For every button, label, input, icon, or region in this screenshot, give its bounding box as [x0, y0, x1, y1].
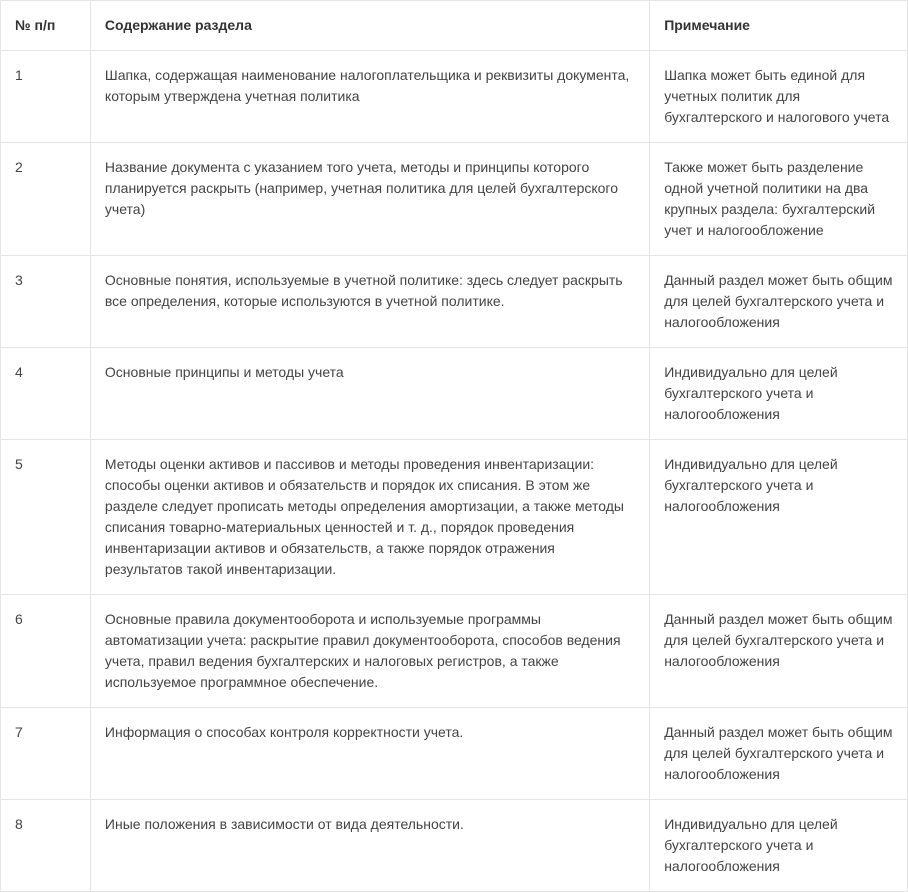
cell-num: 4 — [1, 348, 91, 440]
cell-content: Шапка, содержащая наименование налогопла… — [90, 51, 649, 143]
table-header: № п/п Содержание раздела Примечание — [1, 1, 908, 51]
cell-num: 7 — [1, 708, 91, 800]
table-row: 6 Основные правила документооборота и ис… — [1, 595, 908, 708]
header-note: Примечание — [650, 1, 908, 51]
cell-note: Индивидуально для целей бухгалтерского у… — [650, 800, 908, 892]
cell-note: Индивидуально для целей бухгалтерского у… — [650, 440, 908, 595]
cell-content: Основные понятия, используемые в учетной… — [90, 256, 649, 348]
cell-num: 8 — [1, 800, 91, 892]
cell-note: Данный раздел может быть общим для целей… — [650, 256, 908, 348]
cell-num: 5 — [1, 440, 91, 595]
header-content: Содержание раздела — [90, 1, 649, 51]
cell-content: Основные правила документооборота и испо… — [90, 595, 649, 708]
table-row: 5 Методы оценки активов и пассивов и мет… — [1, 440, 908, 595]
cell-num: 1 — [1, 51, 91, 143]
table-body: 1 Шапка, содержащая наименование налогоп… — [1, 51, 908, 892]
cell-content: Информация о способах контроля корректно… — [90, 708, 649, 800]
cell-content: Основные принципы и методы учета — [90, 348, 649, 440]
cell-content: Методы оценки активов и пассивов и метод… — [90, 440, 649, 595]
cell-content: Название документа с указанием того учет… — [90, 143, 649, 256]
sections-table: № п/п Содержание раздела Примечание 1 Ша… — [0, 0, 908, 892]
cell-num: 6 — [1, 595, 91, 708]
cell-note: Также может быть разделение одной учетно… — [650, 143, 908, 256]
cell-note: Данный раздел может быть общим для целей… — [650, 595, 908, 708]
table-row: 1 Шапка, содержащая наименование налогоп… — [1, 51, 908, 143]
table-row: 4 Основные принципы и методы учета Индив… — [1, 348, 908, 440]
header-num: № п/п — [1, 1, 91, 51]
table-row: 2 Название документа с указанием того уч… — [1, 143, 908, 256]
cell-num: 2 — [1, 143, 91, 256]
table-header-row: № п/п Содержание раздела Примечание — [1, 1, 908, 51]
table-row: 7 Информация о способах контроля коррект… — [1, 708, 908, 800]
table-row: 3 Основные понятия, используемые в учетн… — [1, 256, 908, 348]
cell-content: Иные положения в зависимости от вида дея… — [90, 800, 649, 892]
cell-note: Индивидуально для целей бухгалтерского у… — [650, 348, 908, 440]
cell-num: 3 — [1, 256, 91, 348]
cell-note: Данный раздел может быть общим для целей… — [650, 708, 908, 800]
cell-note: Шапка может быть единой для учетных поли… — [650, 51, 908, 143]
table-row: 8 Иные положения в зависимости от вида д… — [1, 800, 908, 892]
